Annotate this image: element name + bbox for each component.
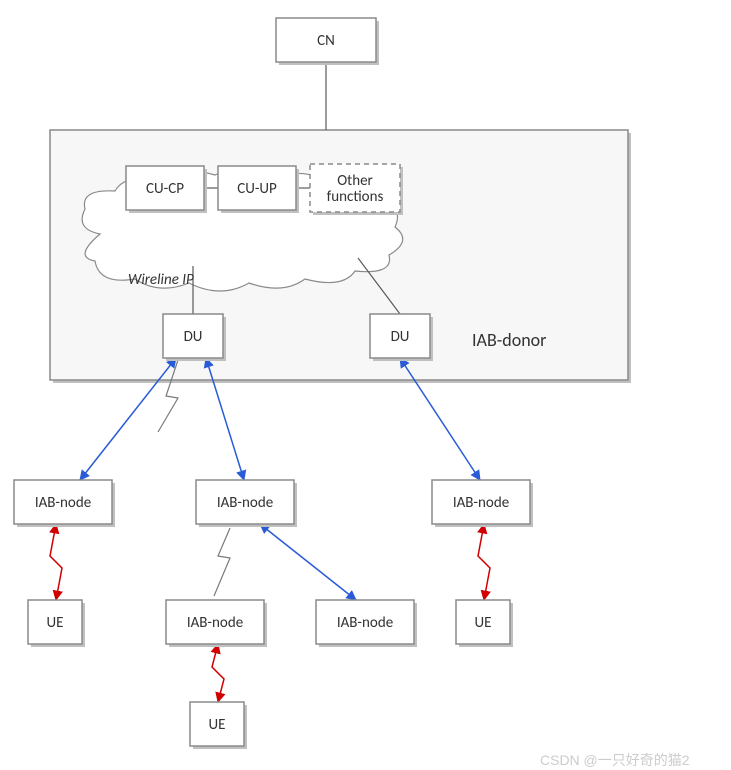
node-label: UE: [209, 716, 226, 734]
node-label: IAB-node: [217, 494, 273, 512]
node-label: UE: [475, 614, 492, 632]
iab-donor-label: IAB-donor: [472, 329, 546, 351]
diagram-canvas: CNCU-CPCU-UPOtherfunctionsDUDUIAB-nodeIA…: [0, 0, 731, 763]
node-label: IAB-node: [337, 614, 393, 632]
node-label: CU-UP: [237, 180, 277, 198]
wireline-label: Wireline IP: [128, 271, 194, 289]
access-link: [478, 524, 490, 600]
node-label: CN: [317, 32, 335, 50]
node-label: CU-CP: [146, 180, 184, 198]
node-label: UE: [47, 614, 64, 632]
node-label: IAB-node: [453, 494, 509, 512]
backhaul-link: [260, 524, 356, 600]
access-link: [50, 524, 62, 600]
node-label: DU: [184, 328, 203, 346]
watermark: CSDN @一只好奇的猫2: [540, 750, 690, 770]
access-link: [212, 644, 224, 702]
node-label: DU: [391, 328, 410, 346]
node-label: IAB-node: [35, 494, 91, 512]
node-label: IAB-node: [187, 614, 243, 632]
node-label: functions: [327, 188, 384, 206]
bolt-link: [214, 528, 230, 596]
